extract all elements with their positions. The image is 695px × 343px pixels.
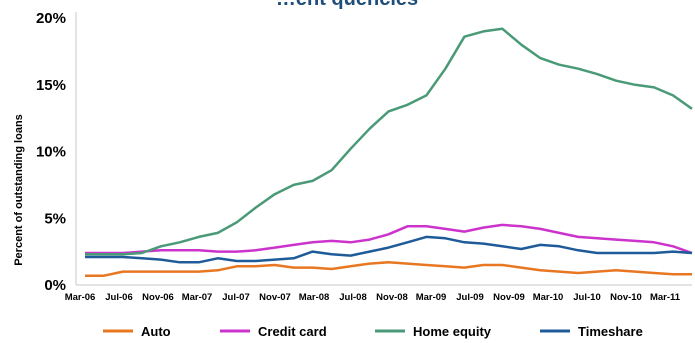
x-tick-label: Nov-06	[142, 292, 174, 303]
x-tick-label: Mar-10	[533, 292, 564, 303]
series-line-home-equity	[85, 27, 693, 256]
x-tick-label: Mar-11	[650, 292, 681, 303]
series-line-credit-card	[85, 223, 693, 255]
legend-label: Auto	[141, 324, 171, 339]
x-tick-label: Jul-07	[222, 292, 249, 303]
x-tick-label: Mar-08	[299, 292, 330, 303]
y-tick-label: 15%	[36, 77, 66, 94]
x-tick-label: Mar-06	[65, 292, 96, 303]
x-tick-label: Jul-06	[105, 292, 132, 303]
y-tick-label: 20%	[36, 10, 66, 27]
x-tick-label: Jul-10	[573, 292, 600, 303]
legend: Auto Credit card Home equity Timeshare	[103, 324, 643, 339]
series-line-timeshare	[85, 235, 693, 264]
legend-label: Timeshare	[578, 324, 643, 339]
x-tick-label: Nov-10	[610, 292, 642, 303]
y-axis-label: Percent of outstanding loans	[13, 114, 25, 266]
y-tick-label: 5%	[44, 210, 66, 227]
legend-label: Home equity	[413, 324, 492, 339]
y-tick-labels: 0% 5% 10% 15% 20%	[36, 10, 66, 294]
series-line-auto	[85, 261, 692, 277]
x-tick-label: Nov-07	[259, 292, 291, 303]
y-tick-label: 10%	[36, 144, 66, 161]
x-tick-label: Jul-08	[339, 292, 366, 303]
x-tick-label: Nov-09	[493, 292, 525, 303]
x-tick-labels: Mar-06 Jul-06 Nov-06 Mar-07 Jul-07 Nov-07 Mar-…	[65, 292, 681, 303]
x-tick-label: Jul-09	[456, 292, 483, 303]
x-tick-label: Mar-09	[416, 292, 447, 303]
x-tick-label: Mar-07	[182, 292, 213, 303]
x-tick-label: Nov-08	[376, 292, 408, 303]
legend-label: Credit card	[258, 324, 327, 339]
chart-title: …ent quencies	[276, 0, 418, 10]
y-tick-label: 0%	[44, 277, 66, 294]
series-lines	[85, 27, 693, 277]
